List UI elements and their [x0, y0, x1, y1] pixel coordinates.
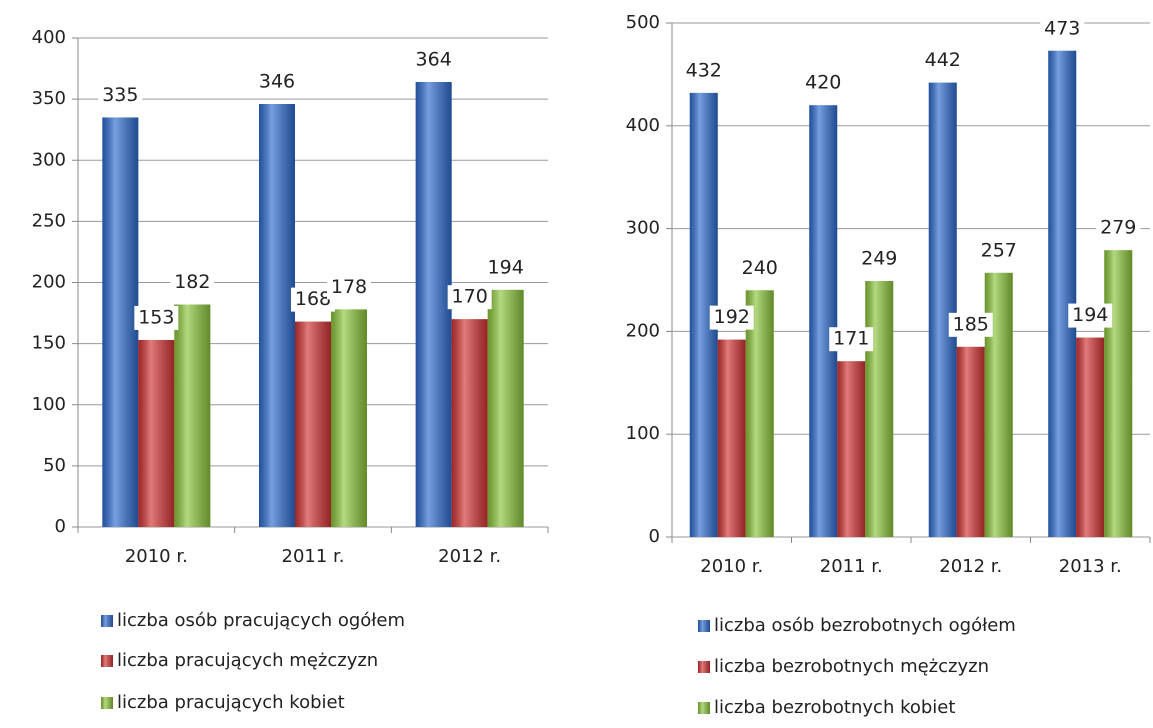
data-label: 171	[833, 328, 869, 350]
bar-shade	[259, 104, 295, 527]
label-bg	[920, 48, 965, 73]
data-label: 335	[102, 84, 138, 106]
x-tick-label: 2011 r.	[820, 556, 883, 577]
bar-shade	[451, 319, 488, 527]
y-tick-label: 200	[626, 320, 660, 341]
bar-shade	[837, 361, 866, 537]
data-label: 153	[138, 306, 174, 328]
data-label: 473	[1044, 17, 1080, 39]
bar-shade	[102, 117, 139, 528]
label-bg	[948, 312, 993, 337]
y-tick-label: 250	[32, 210, 66, 231]
data-label: 364	[416, 49, 452, 71]
data-label: 279	[1100, 217, 1136, 239]
legend-label: liczba osób pracujących ogółem	[117, 610, 405, 631]
y-tick-label: 400	[32, 27, 66, 48]
bar-shade	[717, 339, 746, 537]
data-label: 168	[295, 288, 331, 310]
legend-swatch-shade	[698, 702, 710, 714]
label-bg	[98, 83, 143, 108]
bar-shade	[138, 339, 175, 527]
x-tick-label: 2013 r.	[1059, 556, 1122, 577]
y-tick-label: 150	[32, 333, 66, 354]
bar-shade	[331, 309, 367, 527]
x-tick-label: 2010 r.	[125, 546, 188, 567]
y-tick-label: 400	[626, 115, 660, 136]
label-bg	[709, 305, 754, 330]
bar-shade	[956, 346, 985, 537]
data-label: 249	[861, 248, 897, 270]
bar-shade	[295, 321, 331, 527]
y-tick-label: 100	[626, 423, 660, 444]
label-bg	[1068, 303, 1113, 328]
y-tick-label: 200	[32, 272, 66, 293]
bar-shade	[415, 82, 452, 527]
data-label: 432	[686, 59, 722, 81]
legend-swatch-shade	[698, 620, 710, 632]
label-bg	[1096, 216, 1141, 241]
label-bg	[327, 275, 371, 300]
legend-label: liczba pracujących mężczyzn	[117, 650, 378, 671]
label-bg	[447, 285, 492, 310]
legend-label: liczba bezrobotnych kobiet	[714, 697, 955, 718]
label-bg	[681, 58, 726, 83]
y-tick-label: 300	[32, 149, 66, 170]
bar-shade	[865, 281, 894, 537]
bar-shade	[174, 304, 211, 527]
y-tick-label: 100	[32, 394, 66, 415]
data-label: 185	[953, 313, 989, 335]
data-label: 194	[1072, 304, 1108, 326]
legend-label: liczba bezrobotnych mężczyzn	[714, 656, 989, 677]
y-tick-label: 500	[626, 12, 660, 33]
y-tick-label: 300	[626, 218, 660, 239]
x-tick-label: 2011 r.	[282, 546, 345, 567]
data-label: 194	[488, 256, 524, 278]
data-label: 182	[174, 271, 210, 293]
x-tick-label: 2010 r.	[700, 556, 763, 577]
y-tick-label: 0	[55, 516, 66, 537]
label-bg	[801, 71, 846, 96]
data-label: 442	[925, 49, 961, 71]
x-tick-label: 2012 r.	[939, 556, 1002, 577]
label-bg	[411, 48, 456, 73]
y-tick-label: 350	[32, 88, 66, 109]
label-bg	[170, 270, 215, 295]
legend-swatch-shade	[698, 661, 710, 673]
bar-shade	[1076, 337, 1105, 537]
x-tick-label: 2012 r.	[438, 546, 501, 567]
data-label: 178	[331, 276, 367, 298]
data-label: 192	[714, 306, 750, 328]
legend-swatch-shade	[101, 615, 113, 627]
legend-label: liczba pracujących kobiet	[117, 692, 345, 713]
data-label: 240	[742, 257, 778, 279]
label-bg	[1040, 16, 1085, 41]
data-label: 346	[259, 71, 295, 93]
y-tick-label: 50	[43, 455, 66, 476]
bar-shade	[1104, 250, 1133, 538]
data-label: 420	[805, 72, 841, 94]
data-label: 170	[452, 286, 488, 308]
label-bg	[483, 255, 528, 280]
bar-shade	[809, 105, 838, 538]
y-tick-label: 0	[649, 526, 660, 547]
bar-shade	[745, 290, 774, 537]
legend-swatch-shade	[101, 655, 113, 667]
bar-shade	[487, 289, 524, 527]
data-label: 257	[981, 239, 1017, 261]
label-bg	[255, 70, 299, 95]
legend-label: liczba osób bezrobotnych ogółem	[714, 615, 1016, 636]
label-bg	[976, 238, 1021, 263]
label-bg	[134, 305, 179, 330]
bar-shade	[984, 272, 1013, 537]
bar-shade	[928, 82, 957, 538]
bar-shade	[1048, 50, 1077, 537]
label-bg	[737, 256, 782, 281]
label-bg	[857, 247, 902, 272]
legend-swatch-shade	[101, 697, 113, 709]
label-bg	[829, 327, 874, 352]
